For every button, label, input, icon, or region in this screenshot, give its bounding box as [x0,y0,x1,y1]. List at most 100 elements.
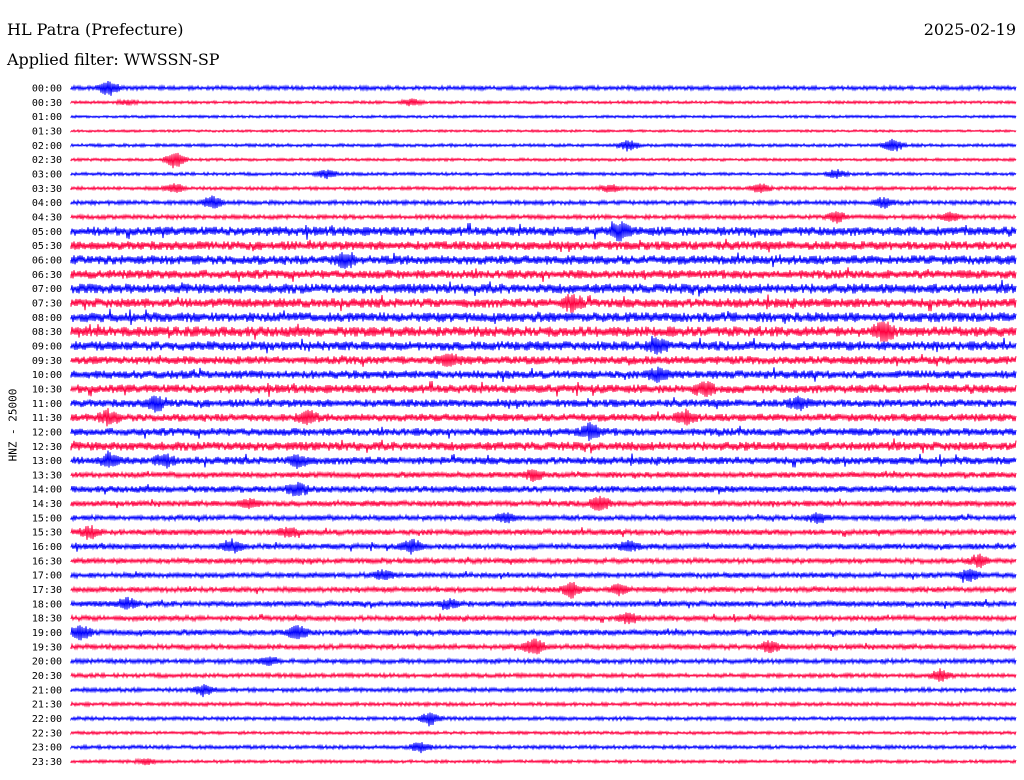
trace-row [70,195,1017,209]
trace-row [70,438,1017,454]
trace-row [70,238,1017,253]
trace-row [70,395,1017,413]
row-time-label: 18:00 [32,599,62,610]
row-time-label: 16:00 [32,542,62,553]
trace-row [70,729,1017,736]
row-time-label: 09:30 [32,356,62,367]
trace-row [70,294,1017,313]
row-time-label: 08:00 [32,313,62,324]
row-time-label: 07:30 [32,298,62,309]
row-time-label: 13:30 [32,470,62,481]
trace-row [70,211,1017,224]
row-time-label: 03:00 [32,169,62,180]
row-time-label: 22:00 [32,714,62,725]
trace-row [70,169,1017,180]
trace-row [70,183,1017,194]
row-time-label: 23:30 [32,757,62,768]
trace-row [70,668,1017,682]
trace-row [70,81,1017,96]
row-time-label: 12:30 [32,442,62,453]
trace-row [70,408,1017,427]
trace-row [70,469,1017,482]
trace-row [70,568,1017,583]
row-time-label: 14:30 [32,499,62,510]
row-time-label: 06:00 [32,255,62,266]
trace-row [70,450,1017,469]
trace-row [70,138,1017,152]
trace-row [70,481,1017,497]
filter-label: Applied filter: WWSSN-SP [7,50,220,69]
row-time-label: 17:30 [32,585,62,596]
row-time-label: 10:00 [32,370,62,381]
row-time-label: 04:00 [32,198,62,209]
trace-row [70,98,1017,107]
trace-row [70,128,1017,134]
row-time-label: 21:30 [32,700,62,711]
trace-row [70,656,1017,666]
trace-row [70,495,1017,511]
row-time-label: 19:30 [32,642,62,653]
row-time-label: 16:30 [32,556,62,567]
row-time-label: 12:00 [32,427,62,438]
trace-row [70,553,1017,569]
trace-row [70,638,1017,655]
trace-row [70,381,1017,397]
row-time-label: 11:30 [32,413,62,424]
row-time-label: 21:00 [32,685,62,696]
row-time-label: 15:30 [32,528,62,539]
row-time-label: 15:00 [32,513,62,524]
trace-row [70,353,1017,367]
row-time-label: 20:30 [32,671,62,682]
row-time-label: 04:30 [32,212,62,223]
row-time-label: 13:00 [32,456,62,467]
trace-row [70,742,1017,754]
row-time-label: 09:00 [32,341,62,352]
row-time-label: 14:00 [32,485,62,496]
trace-row [70,582,1017,599]
row-time-label: 05:30 [32,241,62,252]
row-time-label: 11:00 [32,399,62,410]
trace-row [70,308,1017,325]
row-time-label: 22:30 [32,728,62,739]
row-time-label: 10:30 [32,384,62,395]
trace-row [70,757,1017,766]
trace-row [70,152,1017,169]
row-time-label: 02:00 [32,141,62,152]
trace-row [70,596,1017,611]
trace-row [70,267,1017,282]
trace-row [70,335,1017,355]
row-time-label: 20:00 [32,657,62,668]
trace-row [70,279,1017,297]
trace-row [70,512,1017,524]
row-time-label: 00:30 [32,98,62,109]
row-time-label: 03:30 [32,184,62,195]
row-time-label: 01:00 [32,112,62,123]
row-time-label: 18:30 [32,614,62,625]
trace-row [70,321,1017,342]
trace-row [70,252,1017,269]
trace-row [70,538,1017,555]
row-time-label: 17:00 [32,571,62,582]
trace-row [70,114,1017,120]
trace-row [70,700,1017,708]
row-time-label: 05:00 [32,227,62,238]
trace-row [70,625,1017,641]
date-label: 2025-02-19 [923,20,1016,39]
row-time-label: 07:00 [32,284,62,295]
row-time-label: 06:30 [32,270,62,281]
row-time-label: 01:30 [32,126,62,137]
trace-row [70,612,1017,625]
trace-row [70,684,1017,698]
trace-row [70,712,1017,727]
row-time-label: 00:00 [32,84,62,95]
trace-row [70,366,1017,383]
row-time-label: 02:30 [32,155,62,166]
trace-row [70,525,1017,540]
row-time-label: 08:30 [32,327,62,338]
station-title: HL Patra (Prefecture) [7,20,184,39]
trace-row [70,422,1017,442]
row-time-label: 19:00 [32,628,62,639]
row-time-label: 23:00 [32,743,62,754]
trace-row [70,221,1017,242]
